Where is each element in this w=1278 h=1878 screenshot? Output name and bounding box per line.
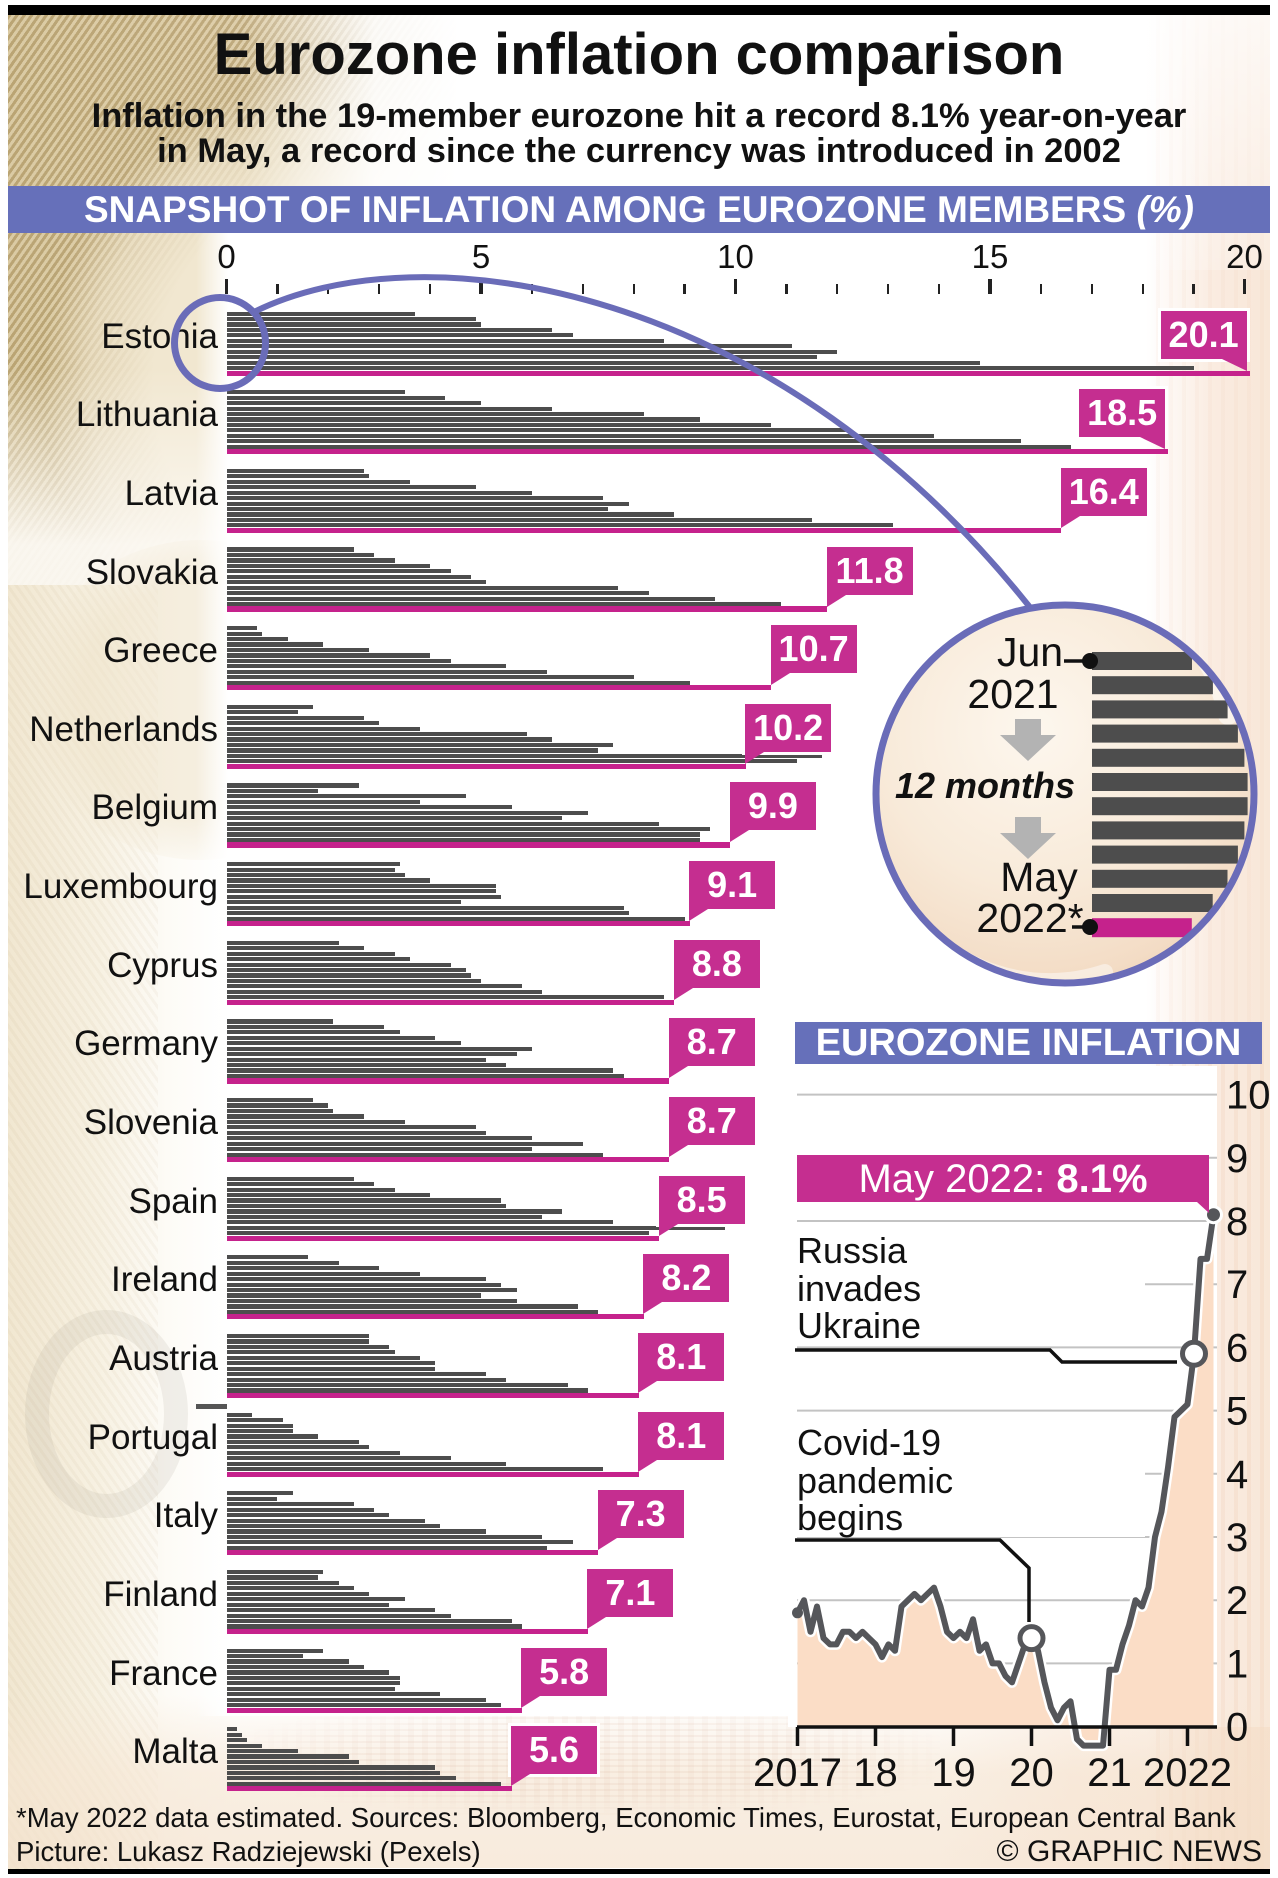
svg-text:20: 20 <box>1009 1751 1054 1795</box>
svg-text:2017: 2017 <box>753 1751 842 1795</box>
svg-text:10: 10 <box>1226 1074 1271 1118</box>
svg-text:7: 7 <box>1226 1263 1248 1307</box>
svg-text:18: 18 <box>853 1751 898 1795</box>
svg-text:3: 3 <box>1226 1516 1248 1560</box>
svg-text:21: 21 <box>1087 1751 1132 1795</box>
svg-text:2022: 2022 <box>1143 1751 1232 1795</box>
svg-text:19: 19 <box>931 1751 976 1795</box>
svg-text:May 2022: 8.1%: May 2022: 8.1% <box>858 1157 1147 1201</box>
svg-text:May: May <box>1000 854 1078 900</box>
svg-text:9: 9 <box>1226 1137 1248 1181</box>
svg-text:5: 5 <box>1226 1390 1248 1434</box>
svg-text:2: 2 <box>1226 1579 1248 1623</box>
svg-text:0: 0 <box>1226 1706 1248 1750</box>
svg-text:12 months: 12 months <box>895 765 1075 806</box>
svg-text:4: 4 <box>1226 1453 1248 1497</box>
svg-text:6: 6 <box>1226 1326 1248 1370</box>
svg-text:1: 1 <box>1226 1642 1248 1686</box>
svg-text:2022*: 2022* <box>976 895 1083 941</box>
svg-text:2021: 2021 <box>967 671 1058 717</box>
svg-text:8: 8 <box>1226 1200 1248 1244</box>
svg-text:Jun: Jun <box>997 629 1063 675</box>
